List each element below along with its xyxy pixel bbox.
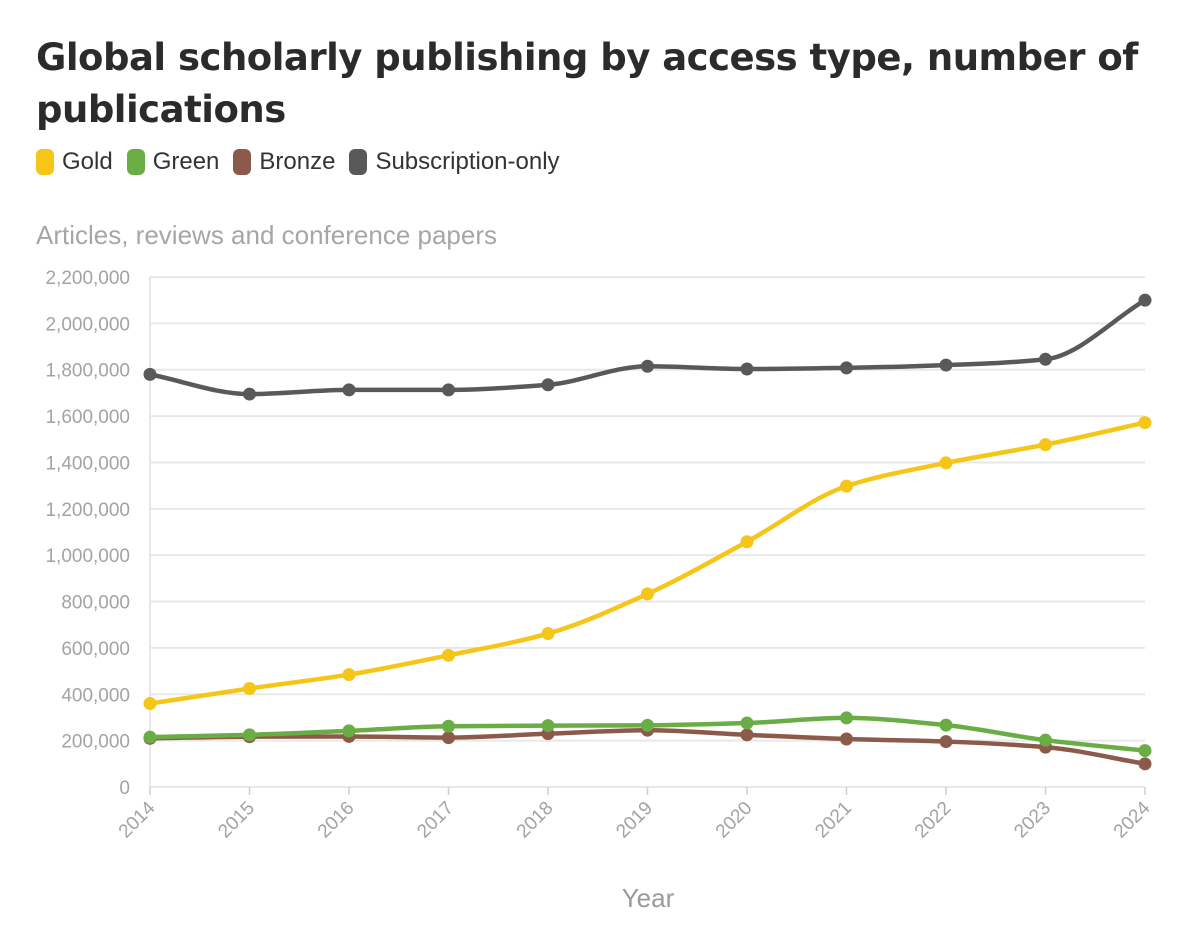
data-point-gold-2017[interactable] [442, 648, 455, 662]
series-green [143, 711, 1152, 758]
data-point-bronze-2017[interactable] [442, 731, 455, 745]
x-tick-label: 2015 [214, 798, 259, 843]
data-point-bronze-2024[interactable] [1138, 757, 1152, 771]
legend-swatch-bronze [233, 149, 252, 175]
y-tick-label: 1,800,000 [45, 361, 130, 382]
data-point-subscription-only-2022[interactable] [939, 358, 953, 372]
data-point-green-2023[interactable] [1039, 733, 1052, 747]
series-line-subscription-only [147, 297, 1148, 397]
x-tick-label: 2020 [712, 798, 757, 843]
legend-item-bronze[interactable]: Bronze [233, 148, 335, 176]
legend-label-bronze: Bronze [259, 148, 336, 175]
y-tick-label: 2,200,000 [45, 268, 130, 289]
chart-subtitle: Articles, reviews and conference papers [36, 220, 498, 250]
series-subscription-only [143, 293, 1152, 401]
data-point-gold-2020[interactable] [740, 535, 754, 549]
data-point-gold-2014[interactable] [143, 697, 157, 711]
legend-swatch-green [126, 149, 145, 175]
data-point-green-2018[interactable] [541, 719, 555, 733]
gridlines [149, 276, 1145, 788]
x-axis-title: Year [622, 883, 675, 913]
y-tick-label: 200,000 [61, 732, 130, 753]
y-tick-label: 1,600,000 [45, 407, 130, 428]
y-axis-ticks: 0 200,000 400,000 600,000 800,000 1,000,000 1,… [45, 268, 130, 799]
x-tick-label: 2014 [115, 797, 160, 842]
x-tick-label: 2019 [612, 798, 657, 843]
y-tick-label: 0 [119, 778, 130, 799]
data-point-gold-2018[interactable] [541, 627, 555, 641]
x-tick-label: 2021 [811, 798, 856, 843]
data-point-subscription-only-2015[interactable] [243, 387, 256, 401]
data-point-bronze-2022[interactable] [939, 735, 953, 749]
legend-item-green[interactable]: Green [126, 148, 220, 176]
legend-swatch-gold [36, 149, 54, 175]
data-point-bronze-2021[interactable] [840, 732, 853, 746]
data-point-bronze-2020[interactable] [740, 728, 754, 742]
data-point-subscription-only-2016[interactable] [342, 383, 356, 397]
legend-swatch-subscription-only [349, 149, 368, 175]
data-point-green-2015[interactable] [243, 728, 256, 742]
data-point-green-2017[interactable] [442, 719, 455, 733]
data-point-gold-2021[interactable] [840, 479, 853, 493]
legend: Gold Green Bronze Subscription-only [36, 148, 560, 176]
chart-title: Global scholarly publishing by access ty… [36, 36, 1138, 131]
data-point-green-2021[interactable] [840, 711, 853, 725]
y-tick-label: 1,400,000 [45, 453, 130, 474]
data-point-gold-2016[interactable] [342, 668, 356, 682]
data-point-gold-2019[interactable] [641, 587, 654, 601]
series-line-gold [147, 420, 1148, 706]
x-tick-label: 2018 [513, 798, 558, 843]
data-point-subscription-only-2021[interactable] [840, 361, 853, 375]
data-point-subscription-only-2019[interactable] [641, 359, 654, 373]
legend-label-gold: Gold [62, 148, 113, 175]
data-point-subscription-only-2023[interactable] [1039, 352, 1052, 366]
data-point-green-2020[interactable] [740, 716, 754, 730]
series-lines [143, 293, 1152, 771]
series-gold [143, 416, 1152, 711]
data-point-green-2022[interactable] [939, 718, 953, 732]
data-point-subscription-only-2020[interactable] [740, 362, 754, 376]
x-tick-label: 2022 [911, 798, 956, 843]
data-point-gold-2015[interactable] [243, 681, 256, 695]
y-tick-label: 2,000,000 [45, 314, 130, 335]
data-point-gold-2022[interactable] [939, 456, 953, 470]
data-point-subscription-only-2017[interactable] [442, 383, 455, 397]
legend-label-subscription-only: Subscription-only [375, 148, 560, 175]
data-point-subscription-only-2024[interactable] [1138, 293, 1152, 307]
data-point-subscription-only-2018[interactable] [541, 378, 555, 392]
data-point-green-2016[interactable] [342, 724, 356, 738]
data-point-subscription-only-2014[interactable] [143, 367, 157, 381]
x-axis-ticks: 2014 2015 2016 2017 2018 2019 2020 2021 2022 2023… [115, 787, 1155, 842]
x-tick-label: 2023 [1010, 798, 1055, 843]
y-tick-label: 1,200,000 [45, 500, 130, 521]
x-tick-label: 2016 [314, 798, 359, 843]
legend-item-gold[interactable]: Gold [36, 148, 113, 176]
data-point-gold-2023[interactable] [1039, 438, 1052, 452]
y-tick-label: 600,000 [61, 639, 130, 660]
y-tick-label: 800,000 [61, 593, 130, 614]
y-tick-label: 1,000,000 [45, 546, 130, 567]
legend-item-subscription-only[interactable]: Subscription-only [349, 148, 560, 176]
data-point-green-2014[interactable] [143, 730, 157, 744]
data-point-green-2019[interactable] [641, 718, 654, 732]
legend-label-green: Green [152, 148, 220, 175]
data-point-green-2024[interactable] [1138, 744, 1152, 758]
y-tick-label: 400,000 [61, 685, 130, 706]
x-tick-label: 2017 [413, 798, 458, 843]
x-tick-label: 2024 [1110, 797, 1155, 842]
data-point-gold-2024[interactable] [1138, 416, 1152, 430]
